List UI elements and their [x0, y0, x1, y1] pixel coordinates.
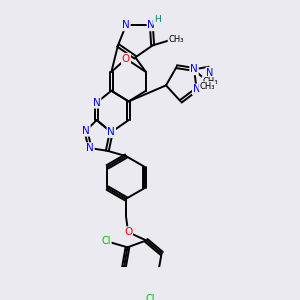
Text: N: N — [193, 84, 201, 94]
Text: N: N — [93, 98, 101, 108]
Text: N: N — [107, 127, 115, 137]
Text: N: N — [206, 68, 214, 78]
Text: CH₃: CH₃ — [200, 82, 215, 91]
Text: O: O — [122, 54, 130, 64]
Text: N: N — [86, 143, 94, 153]
Text: CH₃: CH₃ — [202, 77, 218, 86]
Text: CH₃: CH₃ — [168, 35, 184, 44]
Text: N: N — [82, 126, 90, 136]
Text: H: H — [154, 15, 160, 24]
Text: Cl: Cl — [145, 294, 155, 300]
Text: N: N — [122, 20, 130, 30]
Text: Cl: Cl — [101, 236, 111, 246]
Text: N: N — [190, 64, 198, 74]
Text: N: N — [148, 20, 155, 30]
Text: O: O — [124, 227, 132, 237]
